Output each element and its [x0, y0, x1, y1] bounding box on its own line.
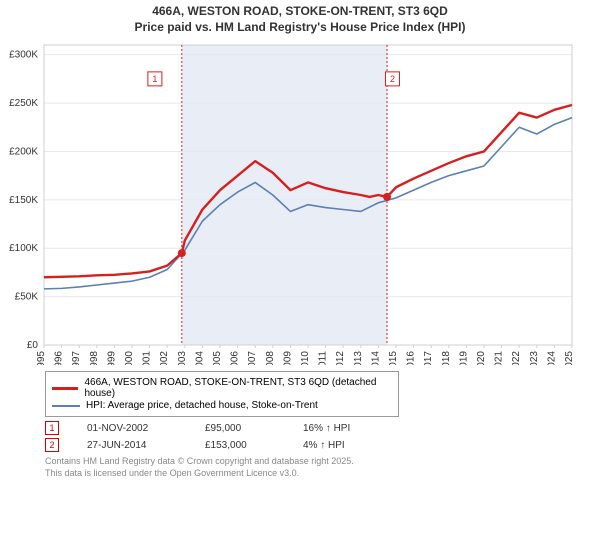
legend-row-hpi: HPI: Average price, detached house, Stok…: [52, 400, 392, 411]
svg-text:2008: 2008: [265, 351, 276, 365]
svg-text:2022: 2022: [511, 351, 522, 365]
svg-text:£300K: £300K: [9, 50, 38, 61]
svg-text:£250K: £250K: [9, 98, 38, 109]
svg-text:2016: 2016: [406, 351, 417, 365]
sale-row-2: 2 27-JUN-2014 £153,000 4% ↑ HPI: [45, 438, 600, 452]
legend-swatch-price-paid: [52, 387, 78, 390]
svg-text:2005: 2005: [212, 351, 223, 365]
footnote: Contains HM Land Registry data © Crown c…: [45, 456, 600, 479]
svg-text:2003: 2003: [177, 351, 188, 365]
svg-text:2014: 2014: [370, 351, 381, 365]
chart-container: £0 £50K £100K £150K £200K £250K £300K 1995 1996 1…: [0, 35, 600, 365]
svg-text:2: 2: [390, 74, 395, 84]
svg-text:1997: 1997: [71, 351, 82, 365]
sale-date-2: 27-JUN-2014: [87, 440, 177, 451]
svg-text:2024: 2024: [546, 351, 557, 365]
svg-text:£200K: £200K: [9, 147, 38, 158]
svg-text:2010: 2010: [300, 351, 311, 365]
legend-label-price-paid: 466A, WESTON ROAD, STOKE-ON-TRENT, ST3 6…: [84, 377, 392, 399]
svg-text:2009: 2009: [282, 351, 293, 365]
chart-title-block: 466A, WESTON ROAD, STOKE-ON-TRENT, ST3 6…: [0, 0, 600, 35]
svg-text:2017: 2017: [423, 351, 434, 365]
legend-label-hpi: HPI: Average price, detached house, Stok…: [86, 400, 318, 411]
legend-row-price-paid: 466A, WESTON ROAD, STOKE-ON-TRENT, ST3 6…: [52, 377, 392, 399]
svg-text:2006: 2006: [230, 351, 241, 365]
svg-text:2023: 2023: [529, 351, 540, 365]
sale-price-1: £95,000: [205, 423, 275, 434]
svg-text:1996: 1996: [54, 351, 65, 365]
legend-box: 466A, WESTON ROAD, STOKE-ON-TRENT, ST3 6…: [45, 371, 399, 417]
legend-swatch-hpi: [52, 405, 80, 407]
svg-text:2012: 2012: [335, 351, 346, 365]
svg-text:2025: 2025: [564, 351, 575, 365]
svg-text:1: 1: [152, 74, 157, 84]
svg-text:2011: 2011: [318, 351, 329, 365]
svg-text:£100K: £100K: [9, 243, 38, 254]
svg-text:2004: 2004: [194, 351, 205, 365]
sale-pct-1: 16% ↑ HPI: [303, 423, 373, 434]
sale-pct-2: 4% ↑ HPI: [303, 440, 373, 451]
sale-marker-1: 1: [45, 421, 59, 435]
sale-marker-2: 2: [45, 438, 59, 452]
svg-text:1995: 1995: [36, 351, 47, 365]
svg-text:2001: 2001: [142, 351, 153, 365]
svg-text:2002: 2002: [159, 351, 170, 365]
svg-text:2000: 2000: [124, 351, 135, 365]
svg-text:£50K: £50K: [15, 292, 39, 303]
sale-price-2: £153,000: [205, 440, 275, 451]
svg-text:2013: 2013: [353, 351, 364, 365]
svg-text:2007: 2007: [247, 351, 258, 365]
svg-text:2021: 2021: [494, 351, 505, 365]
title-line-2: Price paid vs. HM Land Registry's House …: [0, 20, 600, 36]
footnote-line-1: Contains HM Land Registry data © Crown c…: [45, 456, 600, 468]
sale-date-1: 01-NOV-2002: [87, 423, 177, 434]
svg-text:1999: 1999: [106, 351, 117, 365]
chart-svg: £0 £50K £100K £150K £200K £250K £300K 1995 1996 1…: [0, 35, 578, 365]
svg-text:2020: 2020: [476, 351, 487, 365]
svg-text:2015: 2015: [388, 351, 399, 365]
svg-text:£150K: £150K: [9, 195, 38, 206]
svg-text:£0: £0: [27, 340, 39, 351]
title-line-1: 466A, WESTON ROAD, STOKE-ON-TRENT, ST3 6…: [0, 4, 600, 20]
svg-text:1998: 1998: [89, 351, 100, 365]
svg-text:2019: 2019: [458, 351, 469, 365]
sale-row-1: 1 01-NOV-2002 £95,000 16% ↑ HPI: [45, 421, 600, 435]
svg-text:2018: 2018: [441, 351, 452, 365]
footnote-line-2: This data is licensed under the Open Gov…: [45, 468, 600, 480]
